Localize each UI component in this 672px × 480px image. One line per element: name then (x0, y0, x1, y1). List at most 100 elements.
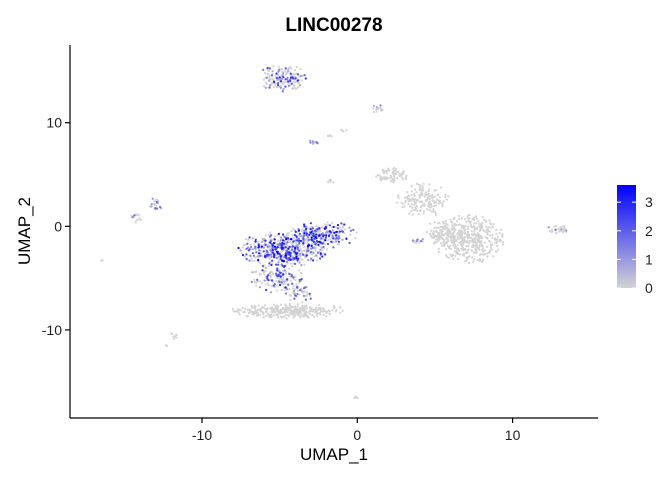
cell-point (280, 259, 283, 262)
cell-point (395, 167, 398, 170)
cell-point (411, 239, 414, 242)
cell-point (273, 303, 276, 306)
cell-point (473, 258, 476, 261)
cell-point (475, 222, 478, 225)
cell-point (428, 208, 431, 212)
cell-point (309, 297, 312, 300)
cell-point (279, 80, 283, 83)
cell-point (308, 292, 311, 295)
cell-point (471, 245, 475, 249)
cell-point (446, 224, 449, 227)
cell-point (321, 255, 324, 258)
cell-point (404, 178, 408, 181)
cell-point (267, 253, 270, 256)
cell-point (322, 245, 325, 249)
cell-point (472, 260, 475, 264)
cell-point (449, 253, 452, 256)
cell-point (487, 229, 490, 233)
cell-point (282, 273, 285, 276)
cell-point (337, 240, 341, 243)
cell-point (264, 86, 267, 89)
cell-point (275, 313, 278, 316)
cell-point (450, 235, 453, 238)
cell-point (266, 308, 269, 311)
cell-point (473, 222, 476, 225)
cell-point (295, 283, 298, 286)
cell-point (291, 234, 294, 237)
cell-point (555, 225, 558, 228)
cell-point (279, 275, 282, 278)
cell-point (435, 241, 438, 244)
cell-point (272, 253, 276, 256)
cell-point (492, 223, 495, 226)
cell-point (296, 305, 299, 308)
cell-point (468, 221, 472, 224)
cell-point (260, 282, 263, 285)
cell-point (293, 68, 297, 72)
cell-point (250, 257, 253, 260)
cell-point (270, 263, 273, 267)
cell-point (267, 233, 270, 236)
cell-point (468, 217, 471, 220)
cell-point (434, 200, 437, 203)
cell-point (466, 233, 469, 236)
cell-point (487, 226, 490, 229)
cell-point (382, 171, 385, 175)
cell-point (401, 206, 404, 209)
cell-point (341, 226, 344, 229)
cell-point (496, 244, 499, 248)
cell-point (455, 220, 459, 223)
cell-point (310, 236, 313, 239)
cell-point (375, 106, 378, 109)
cell-point (260, 310, 263, 313)
cell-point (442, 241, 445, 244)
cell-point (262, 316, 265, 319)
cell-point (479, 242, 482, 245)
cell-point (442, 200, 445, 203)
cell-point (478, 257, 481, 261)
cell-point (277, 255, 280, 258)
cell-point (154, 207, 157, 210)
cell-point (269, 253, 272, 256)
cell-point (453, 246, 456, 250)
cell-point (290, 237, 293, 241)
cell-point (303, 305, 306, 308)
cell-point (153, 203, 156, 206)
cell-point (329, 178, 333, 182)
cell-point (248, 236, 251, 239)
cell-point (385, 172, 388, 175)
cell-point (280, 311, 283, 314)
cell-point (254, 238, 257, 241)
color-legend-label: 1 (645, 251, 653, 267)
cell-point (310, 257, 313, 260)
cell-point (314, 243, 317, 246)
cell-point (280, 281, 284, 284)
cell-point (319, 308, 322, 311)
cell-point (482, 218, 485, 221)
cell-point (286, 310, 289, 313)
cell-point (291, 282, 294, 285)
cell-point (563, 229, 566, 232)
cell-point (296, 246, 299, 249)
cell-point (293, 297, 296, 300)
cell-point (261, 264, 264, 267)
cell-point (485, 236, 489, 240)
cell-point (432, 208, 435, 211)
cell-point (267, 284, 270, 287)
cell-point (470, 240, 473, 243)
cell-point (555, 232, 558, 235)
cell-point (502, 240, 505, 244)
cell-point (258, 273, 261, 276)
cell-point (377, 107, 380, 110)
cell-point (438, 229, 442, 232)
cell-point (297, 314, 300, 317)
cell-point (558, 230, 561, 233)
cell-point (465, 245, 468, 248)
cell-point (434, 230, 438, 233)
cell-point (450, 227, 453, 230)
cell-point (303, 315, 306, 318)
cell-point (137, 218, 140, 221)
cell-point (451, 223, 454, 226)
cell-point (251, 306, 254, 310)
cell-point (252, 243, 255, 246)
